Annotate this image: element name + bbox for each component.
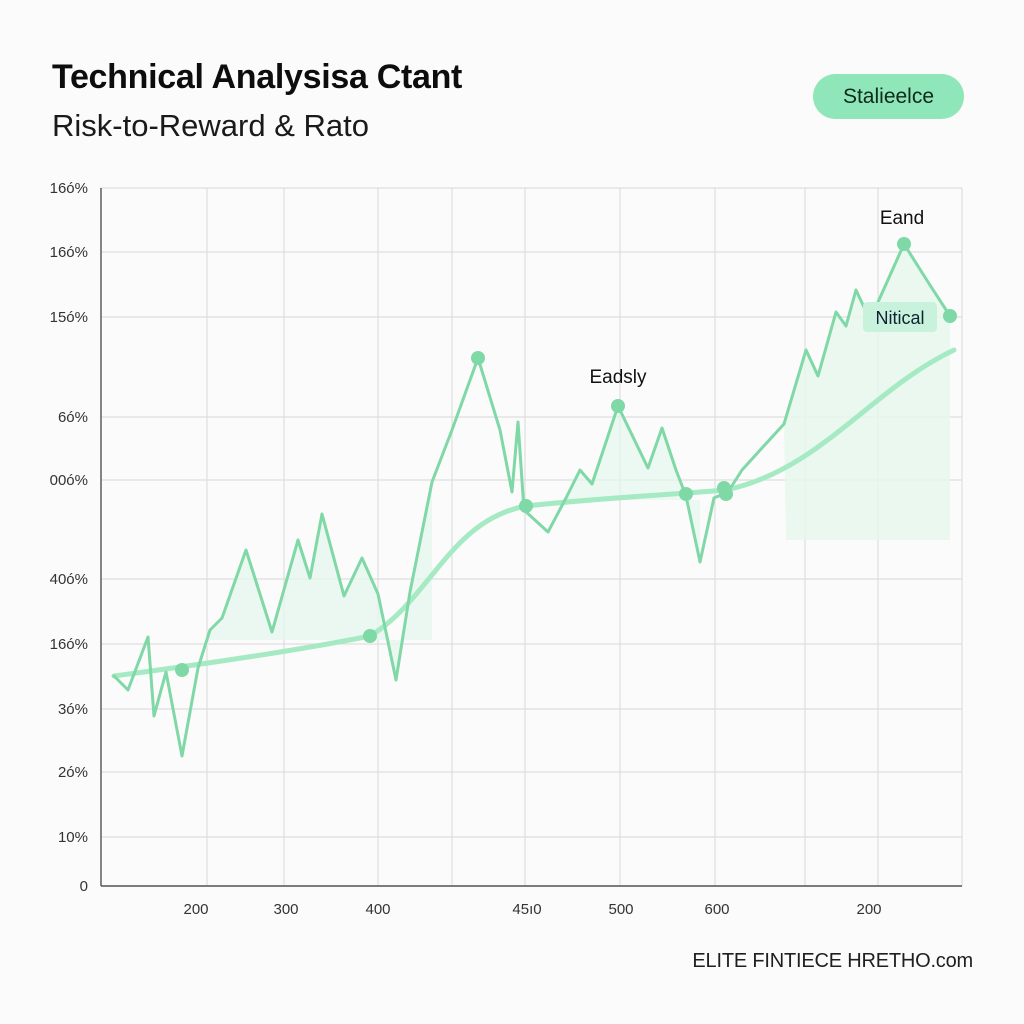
annotation-layer: Eadsly Eand Nitical xyxy=(589,208,937,388)
data-point-marker xyxy=(943,309,957,323)
series-line xyxy=(112,242,952,758)
y-tick-label: 6ó% xyxy=(58,409,88,426)
data-point-marker xyxy=(363,629,377,643)
data-point-marker xyxy=(679,487,693,501)
chart-subtitle: Risk-to-Reward & Rato xyxy=(52,108,369,143)
annotation-box xyxy=(863,302,937,332)
data-point-marker xyxy=(611,399,625,413)
x-tick-label: 400 xyxy=(365,901,390,918)
y-tick-label: 16ó% xyxy=(50,244,88,261)
y-tick-label: 16ó% xyxy=(50,636,88,653)
area-fill-layer xyxy=(198,244,950,680)
x-tick-label: 45ı0 xyxy=(512,901,541,918)
y-tick-label: 00ó% xyxy=(50,472,88,489)
area-fill xyxy=(198,482,432,680)
annotation-label: Nitical xyxy=(875,308,924,328)
y-tick-label: 40ó% xyxy=(50,571,88,588)
data-point-marker xyxy=(175,663,189,677)
y-tick-label: 15ó% xyxy=(50,309,88,326)
data-point-marker xyxy=(519,499,533,513)
data-point-marker xyxy=(897,237,911,251)
x-tick-label: 600 xyxy=(704,901,729,918)
series-line-layer xyxy=(112,242,952,758)
x-tick-label: 200 xyxy=(183,901,208,918)
annotation-label: Eadsly xyxy=(589,367,647,388)
x-tick-label: 300 xyxy=(273,901,298,918)
annotation-label: Eand xyxy=(880,208,924,229)
x-tick-label: 200 xyxy=(856,901,881,918)
y-tick-label: 16ó% xyxy=(50,180,88,197)
status-badge[interactable]: Stalieelce xyxy=(813,74,964,119)
page-title: Technical Analysisa Ctant xyxy=(52,58,463,96)
y-tick-label: 10% xyxy=(58,829,88,846)
y-tick-label: 2ó% xyxy=(58,764,88,781)
footer-credit: ELITE FINTIECE HRETHO.com xyxy=(692,950,973,972)
y-tick-label: 0 xyxy=(80,878,88,895)
data-point-marker xyxy=(717,481,731,495)
x-tick-labels: 200 300 400 45ı0 500 600 200 xyxy=(183,901,881,918)
y-tick-labels: 0 10% 2ó% 3ó% 16ó% 40ó% 00ó% 6ó% 15ó% 16ó% 16ó% xyxy=(50,180,88,895)
area-fill xyxy=(784,244,950,540)
x-tick-label: 500 xyxy=(608,901,633,918)
y-tick-label: 3ó% xyxy=(58,701,88,718)
data-point-marker xyxy=(471,351,485,365)
axis-layer xyxy=(100,188,962,887)
marker-layer xyxy=(175,237,957,677)
